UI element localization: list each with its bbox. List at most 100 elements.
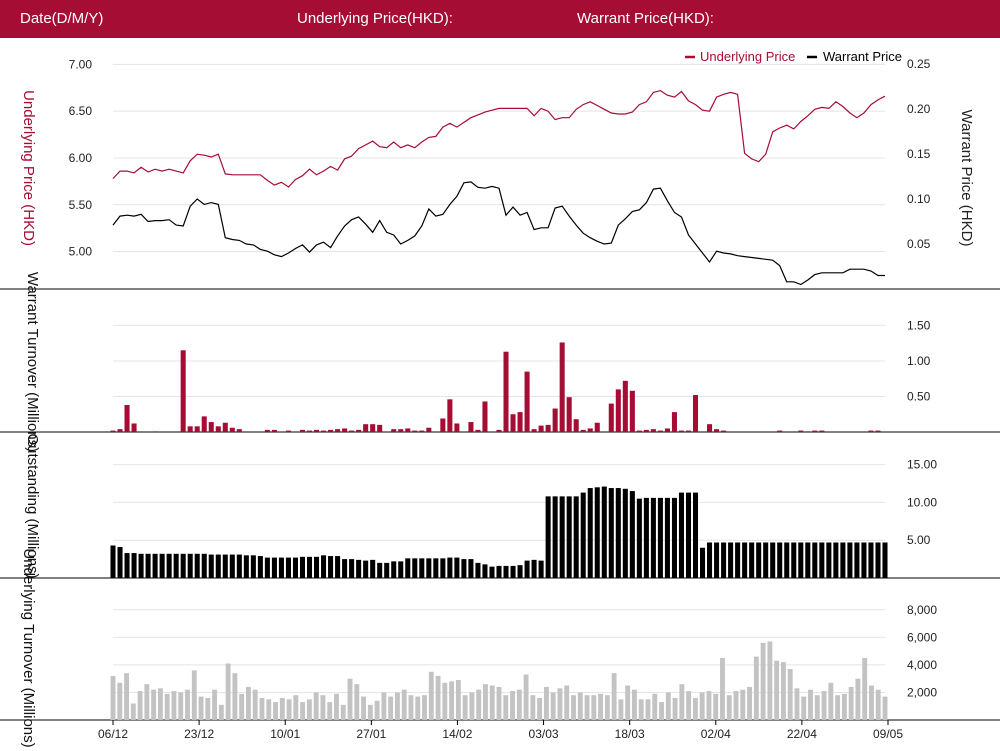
- bar-panel-3: [855, 678, 861, 720]
- bar-panel-2: [587, 488, 593, 578]
- bar-panel-1: [608, 403, 614, 432]
- bar-panel-3: [320, 695, 326, 720]
- bar-panel-1: [503, 351, 509, 432]
- bar-panel-2: [749, 542, 755, 578]
- bar-panel-2: [756, 542, 762, 578]
- bar-panel-3: [252, 689, 258, 720]
- bar-panel-1: [664, 428, 670, 432]
- bar-panel-1: [594, 422, 600, 432]
- bar-panel-1: [306, 430, 313, 432]
- bar-panel-2: [398, 561, 404, 578]
- bar-panel-2: [840, 542, 846, 578]
- bar-panel-3: [652, 693, 658, 720]
- bar-panel-3: [516, 689, 522, 720]
- bar-panel-3: [780, 662, 786, 720]
- bar-panel-3: [469, 692, 475, 720]
- date-label: Date(D/M/Y): [20, 10, 104, 27]
- bar-panel-2: [419, 558, 425, 578]
- y-tick-panel-3: 8,000: [907, 603, 937, 617]
- bar-panel-2: [707, 542, 713, 578]
- bar-panel-1: [615, 389, 621, 432]
- bar-panel-2: [117, 547, 123, 578]
- bar-panel-3: [232, 673, 238, 720]
- bar-panel-3: [882, 696, 888, 720]
- bar-panel-3: [401, 689, 407, 720]
- bar-panel-2: [847, 542, 853, 578]
- bar-panel-2: [285, 557, 291, 578]
- bar-panel-2: [349, 559, 355, 578]
- bar-panel-1: [215, 426, 221, 432]
- bar-panel-3: [489, 685, 495, 720]
- bar-panel-3: [164, 693, 170, 720]
- bar-panel-3: [225, 663, 231, 720]
- bar-panel-2: [271, 557, 277, 578]
- bar-panel-2: [700, 547, 706, 578]
- bar-panel-2: [131, 553, 137, 578]
- bar-panel-2: [812, 542, 818, 578]
- bar-panel-3: [394, 692, 400, 720]
- bar-panel-3: [638, 699, 644, 720]
- bar-panel-2: [714, 542, 720, 578]
- bar-panel-2: [503, 565, 509, 578]
- bar-panel-2: [819, 542, 825, 578]
- bar-panel-3: [198, 696, 204, 720]
- bar-panel-3: [408, 695, 414, 720]
- bar-panel-2: [678, 492, 684, 578]
- bar-panel-3: [279, 697, 285, 720]
- bar-panel-3: [171, 691, 177, 720]
- bar-panel-1: [545, 424, 551, 432]
- bar-panel-1: [636, 430, 642, 432]
- bar-panel-3: [442, 682, 448, 720]
- bar-panel-3: [381, 692, 387, 720]
- bar-panel-1: [524, 371, 530, 432]
- bar-panel-2: [692, 492, 699, 578]
- bar-panel-3: [130, 703, 136, 720]
- bar-panel-1: [440, 418, 446, 432]
- bar-panel-2: [215, 554, 221, 578]
- bar-panel-2: [580, 492, 586, 578]
- bar-panel-2: [306, 556, 313, 578]
- bar-panel-2: [608, 488, 614, 578]
- bar-panel-1: [475, 429, 481, 432]
- bar-panel-3: [503, 695, 509, 720]
- y-axis-label-panel-3: Underlying Turnover (Millions): [20, 548, 37, 747]
- bar-panel-3: [747, 686, 752, 720]
- bar-panel-3: [455, 680, 461, 720]
- bar-panel-2: [194, 553, 200, 578]
- bar-panel-1: [714, 429, 720, 432]
- bar-panel-1: [657, 430, 663, 432]
- y-tick-left: 6.50: [69, 104, 93, 118]
- bar-panel-1: [117, 429, 123, 432]
- bar-panel-3: [611, 673, 617, 720]
- bar-panel-2: [152, 553, 158, 578]
- bar-panel-2: [685, 492, 692, 578]
- bar-panel-1: [868, 430, 874, 432]
- bar-panel-2: [124, 553, 130, 578]
- y-tick-right: 0.05: [907, 237, 931, 251]
- bar-panel-3: [692, 697, 698, 720]
- bar-panel-1: [566, 397, 572, 432]
- bar-panel-2: [461, 559, 467, 578]
- bar-panel-3: [848, 686, 854, 720]
- bar-panel-1: [405, 428, 411, 432]
- bar-panel-3: [598, 693, 604, 720]
- bar-panel-1: [363, 424, 369, 432]
- bar-panel-2: [468, 559, 474, 578]
- bar-panel-2: [573, 496, 579, 578]
- bar-panel-3: [273, 702, 278, 720]
- warrant-price-label: Warrant Price(HKD):: [577, 10, 714, 27]
- x-tick-label: 03/03: [529, 727, 559, 741]
- bar-panel-3: [151, 689, 157, 720]
- chart-header: Date(D/M/Y) Underlying Price(HKD): Warra…: [0, 0, 1000, 38]
- bar-panel-1: [370, 424, 376, 432]
- y-tick-panel-1: 1.50: [907, 318, 931, 332]
- bar-panel-2: [833, 542, 839, 578]
- bar-panel-2: [201, 553, 207, 578]
- bar-panel-2: [412, 558, 418, 578]
- x-tick-label: 14/02: [442, 727, 472, 741]
- bar-panel-3: [286, 699, 292, 720]
- bar-panel-3: [767, 641, 773, 720]
- bar-panel-2: [854, 542, 860, 578]
- bar-panel-2: [517, 565, 523, 578]
- bar-panel-3: [435, 675, 441, 720]
